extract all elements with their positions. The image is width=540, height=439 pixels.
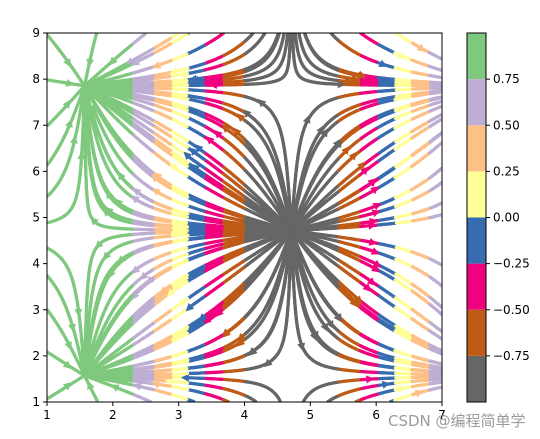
streamline-arrow bbox=[74, 308, 83, 318]
streamline-arrow bbox=[62, 99, 71, 109]
streamline-arrow bbox=[62, 360, 72, 369]
streamline-arrow bbox=[65, 79, 75, 87]
streamline-arrow bbox=[87, 380, 95, 390]
streamlines bbox=[47, 33, 442, 402]
streamline-arrow bbox=[68, 323, 76, 333]
streamline-arrow bbox=[64, 341, 72, 351]
streamline-arrow bbox=[65, 119, 73, 128]
streamline-arrow bbox=[69, 135, 78, 144]
streamline-arrow bbox=[62, 382, 72, 391]
streamline-arrow bbox=[77, 151, 86, 160]
streamline-arrow bbox=[95, 240, 104, 249]
streamline-arrow bbox=[103, 251, 112, 261]
streamline-arrow bbox=[102, 208, 112, 217]
streamline-arrow bbox=[90, 216, 99, 226]
streamline-arrow bbox=[63, 58, 71, 68]
